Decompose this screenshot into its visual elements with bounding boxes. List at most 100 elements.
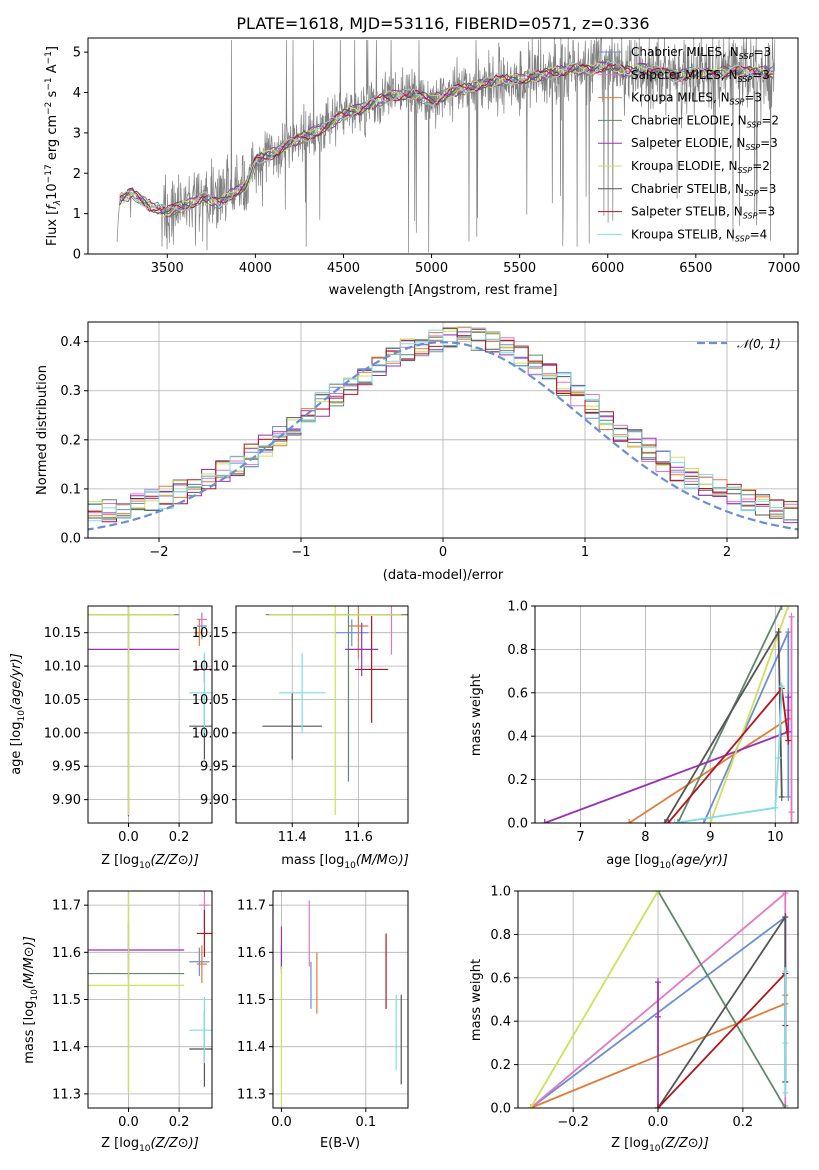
axes-spectrum: 3500 4000 4500 5000 5500 6000 6500 7000 0 1 2 3 4 5: [73, 37, 800, 276]
axes-frame: [534, 605, 799, 824]
y-tick-label: 9.90: [200, 793, 229, 808]
y-tick-label: 2: [73, 167, 81, 182]
axes-age-vs-mass: 11.4 11.6 9.90 9.95 10.00 10.05 10.10 10.15: [192, 605, 409, 845]
x-tick-label: 0.0: [118, 1115, 139, 1130]
mass-weight-series-line: [628, 710, 790, 823]
y-tick-label: 11.3: [237, 1087, 266, 1102]
normal-distribution-line: [88, 341, 798, 531]
y-tick-label: 10.15: [192, 626, 229, 641]
y-tick-label: 0.4: [60, 335, 81, 350]
figure-title: PLATE=1618, MJD=53116, FIBERID=0571, z=0…: [236, 14, 649, 33]
x-tick-label: 7000: [767, 261, 800, 276]
x-tick-label: 9: [706, 830, 714, 845]
legend-entry: Salpeter STELIB, NSSP=3: [631, 205, 775, 221]
legend-entry: Chabrier STELIB, NSSP=3: [631, 182, 776, 198]
x-axis-label: Z [log10(Z/Z⊙)]: [611, 1136, 709, 1154]
y-tick-label: 0.2: [60, 433, 81, 448]
x-axis-label: wavelength [Angstrom, rest frame]: [329, 283, 558, 298]
plot-area-residuals: [88, 326, 798, 538]
y-axis-label: mass weight: [469, 959, 484, 1041]
axes-frame: [87, 605, 213, 824]
legend-entry: Chabrier MILES, NSSP=3: [631, 45, 771, 61]
y-tick-label: 0.2: [490, 1058, 511, 1073]
y-tick-label: 0.8: [490, 928, 511, 943]
y-tick-label: 0.1: [60, 482, 81, 497]
x-axis-label: mass [log10(M/M⊙)]: [281, 853, 409, 871]
y-tick-label: 11.4: [52, 1040, 81, 1055]
axes-frame: [87, 37, 799, 255]
legend-entry: Salpeter MILES, NSSP=3: [631, 68, 770, 84]
mass-weight-series-line: [667, 686, 790, 823]
y-tick-label: 10.10: [44, 660, 81, 675]
y-tick-label: 3: [73, 126, 81, 141]
y-tick-label: 9.90: [52, 793, 81, 808]
y-tick-label: 11.5: [52, 993, 81, 1008]
axes-frame: [235, 605, 409, 824]
x-tick-label: 5500: [503, 261, 536, 276]
plot-area-age-vs-mass: [262, 606, 408, 815]
y-tick-label: 1.0: [490, 885, 511, 900]
y-tick-label: 0.4: [490, 1015, 511, 1030]
y-axis-label: mass [log10(M/M⊙)]: [22, 936, 40, 1064]
model-fit-line: [119, 61, 774, 218]
x-tick-label: −1: [291, 545, 310, 560]
histogram-step-line: [88, 327, 798, 538]
x-tick-label: 0.2: [169, 830, 190, 845]
axes-massweight-vs-age: 7 8 9 10 0.0 0.2 0.4 0.6 0.8 1.0: [507, 600, 799, 845]
y-tick-label: 10.00: [44, 726, 81, 741]
y-tick-label: 10.05: [192, 693, 229, 708]
y-tick-label: 0.4: [507, 730, 528, 745]
y-tick-label: 1: [73, 207, 81, 222]
plot-area-age-vs-Z: [88, 606, 212, 817]
axes-massweight-vs-Z: −0.2 0.0 0.2 0.0 0.2 0.4 0.6 0.8 1.0: [490, 885, 799, 1130]
model-fit-line: [119, 59, 774, 211]
y-tick-label: 11.5: [237, 993, 266, 1008]
y-tick-label: 10.05: [44, 693, 81, 708]
y-tick-label: 0.8: [507, 643, 528, 658]
plot-area-massweight-vs-age: [541, 606, 795, 823]
mass-weight-series-line: [529, 891, 659, 1108]
x-tick-label: 0.1: [355, 1115, 376, 1130]
x-tick-label: 8: [641, 830, 649, 845]
x-tick-label: 7: [576, 830, 584, 845]
mass-weight-series-line: [657, 891, 787, 1108]
legend-entry: Salpeter ELODIE, NSSP=3: [631, 136, 778, 152]
x-axis-label: Z [log10(Z/Z⊙)]: [101, 1136, 199, 1154]
plot-layer: 3500 4000 4500 5000 5500 6000 6500 7000 0 1 2 3 4 5 wa…: [9, 37, 800, 1154]
plot-area-mass-vs-Z: [88, 891, 212, 1094]
y-tick-label: 11.6: [52, 946, 81, 961]
plot-area-massweight-vs-Z: [527, 891, 789, 1108]
y-tick-label: 0.2: [507, 773, 528, 788]
legend-entry: Chabrier ELODIE, NSSP=2: [631, 113, 779, 129]
legend-entry: Kroupa ELODIE, NSSP=2: [631, 159, 770, 175]
y-tick-label: 11.3: [52, 1087, 81, 1102]
x-tick-label: 3500: [151, 261, 184, 276]
x-tick-label: 5000: [415, 261, 448, 276]
y-axis-label: Flux [fλ10−17 erg cm−2 s−1 A−1]: [44, 46, 63, 246]
y-tick-label: 10.15: [44, 626, 81, 641]
y-axis-label: Normed distribution: [35, 365, 50, 495]
x-tick-label: 2: [723, 545, 731, 560]
x-tick-label: 11.6: [344, 830, 373, 845]
x-axis-label: E(B-V): [320, 1136, 360, 1151]
y-tick-label: 0.6: [507, 686, 528, 701]
legend-entry: 𝒩(0, 1): [737, 337, 781, 351]
x-tick-label: 0.0: [271, 1115, 292, 1130]
y-tick-label: 4: [73, 86, 81, 101]
x-tick-label: 4500: [327, 261, 360, 276]
y-tick-label: 0.6: [490, 971, 511, 986]
axes-mass-vs-Z: 0.0 0.2 11.3 11.4 11.5 11.6 11.7: [52, 890, 213, 1130]
x-tick-label: 0.0: [648, 1115, 669, 1130]
y-axis-label: mass weight: [469, 674, 484, 756]
x-tick-label: −0.2: [557, 1115, 589, 1130]
plot-area-spectrum: [116, 38, 776, 253]
plot-area-mass-vs-EBV: [280, 900, 402, 1108]
mass-weight-series-line: [674, 686, 783, 823]
y-tick-label: 5: [73, 46, 81, 61]
y-tick-label: 1.0: [507, 600, 528, 615]
legend-entry: Kroupa MILES, NSSP=3: [631, 91, 762, 107]
y-tick-label: 0.0: [60, 532, 81, 547]
x-tick-label: 6500: [679, 261, 712, 276]
y-tick-label: 10.10: [192, 660, 229, 675]
